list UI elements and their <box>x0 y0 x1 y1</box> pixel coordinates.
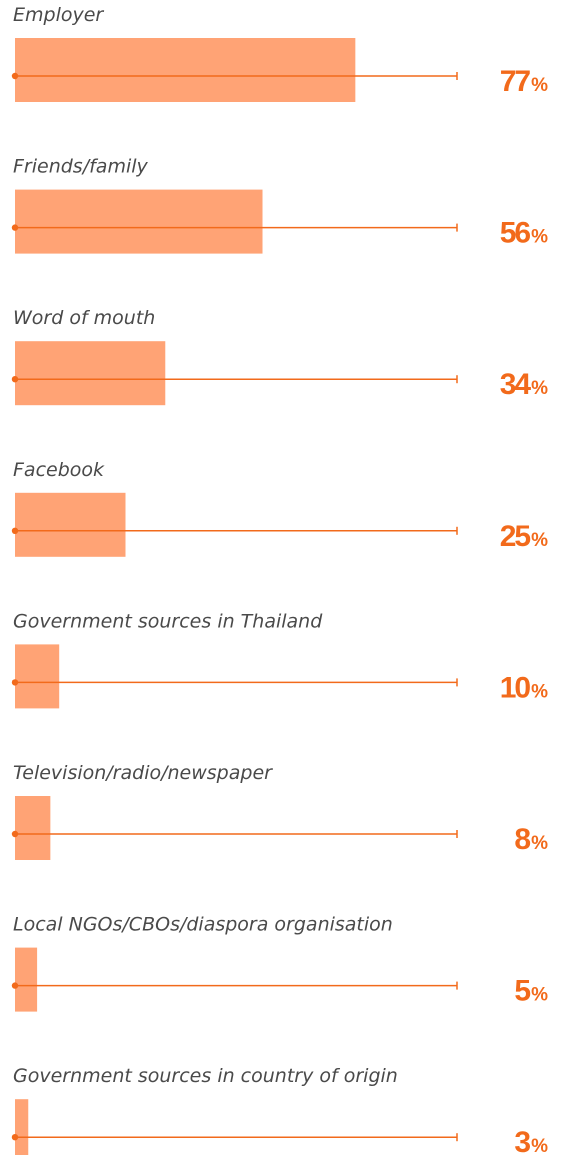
bar <box>15 644 60 709</box>
value-number: 5 <box>514 975 530 1008</box>
category-label: Government sources in country of origin <box>13 1065 398 1087</box>
axis-start-dot <box>11 830 19 838</box>
value-percent-sign: % <box>531 378 548 399</box>
value-percent-sign: % <box>531 227 548 248</box>
value-number: 8 <box>514 823 530 856</box>
axis-start-dot <box>11 224 19 231</box>
value-number: 25 <box>500 520 531 553</box>
category-label: Word of mouth <box>13 307 155 329</box>
chart-row: Government sources in country of origin 3… <box>11 1065 548 1155</box>
axis-start-dot <box>11 679 19 686</box>
chart-row: Friends/family 56% <box>11 156 548 254</box>
value-label: 8% <box>514 823 548 856</box>
bar <box>15 189 263 254</box>
value-number: 3 <box>514 1126 530 1155</box>
value-number: 77 <box>500 65 531 98</box>
chart-row: Local NGOs/CBOs/diaspora organisation 5% <box>11 914 548 1012</box>
chart-row: Employer 77% <box>11 4 548 102</box>
bar <box>15 796 51 860</box>
axis-start-dot <box>11 376 19 383</box>
chart-row: Word of mouth 34% <box>11 307 548 406</box>
value-label: 10% <box>500 671 548 704</box>
category-label: Television/radio/newspaper <box>13 762 273 784</box>
value-label: 77% <box>500 65 548 98</box>
bar <box>15 38 356 102</box>
value-number: 10 <box>500 671 531 704</box>
bar <box>15 1099 29 1155</box>
bar <box>15 341 166 406</box>
value-label: 56% <box>500 217 548 250</box>
value-percent-sign: % <box>531 75 548 96</box>
value-label: 25% <box>500 520 548 553</box>
category-label: Friends/family <box>13 156 149 178</box>
chart-row: Television/radio/newspaper 8% <box>11 762 548 860</box>
value-percent-sign: % <box>531 1136 548 1155</box>
chart-row: Facebook 25% <box>11 459 548 557</box>
axis-start-dot <box>11 1134 19 1141</box>
category-label: Facebook <box>13 459 105 481</box>
axis-start-dot <box>11 982 19 989</box>
value-label: 5% <box>514 975 548 1008</box>
value-number: 34 <box>500 368 532 401</box>
category-label: Employer <box>13 4 104 26</box>
value-label: 34% <box>500 368 548 401</box>
bar <box>15 947 38 1012</box>
axis-start-dot <box>11 527 19 534</box>
value-label: 3% <box>514 1126 548 1155</box>
chart-row: Government sources in Thailand 10% <box>11 610 548 709</box>
value-number: 56 <box>500 217 531 250</box>
value-percent-sign: % <box>531 681 548 702</box>
value-percent-sign: % <box>531 530 548 551</box>
value-percent-sign: % <box>531 985 548 1006</box>
axis-start-dot <box>11 72 19 80</box>
category-label: Local NGOs/CBOs/diaspora organisation <box>13 914 393 936</box>
category-label: Government sources in Thailand <box>13 610 323 632</box>
value-percent-sign: % <box>531 833 548 854</box>
bar <box>15 492 126 557</box>
